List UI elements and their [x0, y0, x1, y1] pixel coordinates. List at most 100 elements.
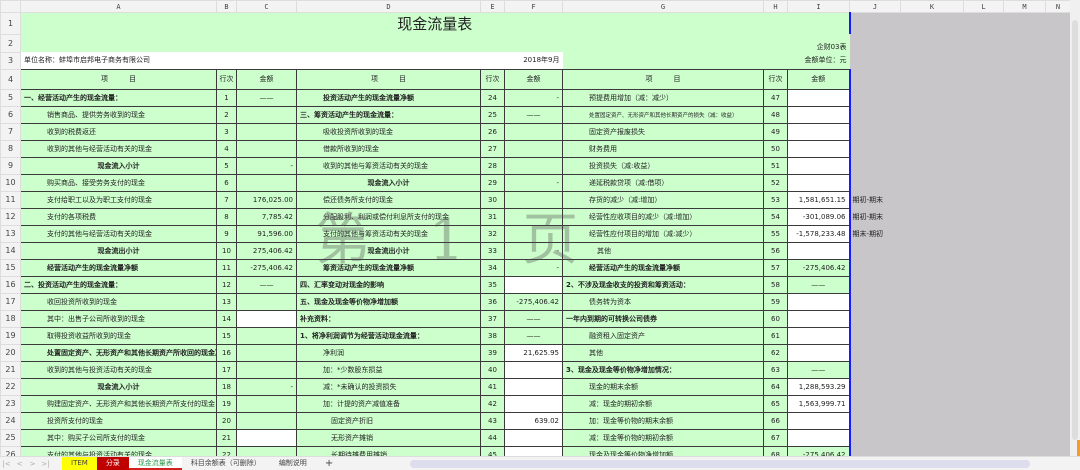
line-number[interactable]: 10 [216, 241, 237, 260]
amount-cell[interactable]: -275,406.42 [787, 258, 851, 277]
line-number[interactable]: 33 [480, 241, 505, 260]
item-label[interactable]: 现金的期末余额 [562, 377, 764, 396]
line-number[interactable]: 61 [763, 326, 788, 345]
cell[interactable] [900, 140, 1070, 157]
note-cell[interactable] [849, 259, 901, 276]
column-header[interactable]: F [504, 0, 563, 13]
line-number[interactable]: 47 [763, 88, 788, 107]
item-label[interactable]: 现金及现金等价物净增加额 [562, 445, 764, 456]
note-cell[interactable] [849, 276, 901, 293]
amount-cell[interactable] [787, 343, 851, 362]
header-line[interactable]: 行次 [763, 68, 788, 90]
row-header[interactable]: 4 [0, 68, 21, 90]
cell[interactable] [849, 52, 1070, 69]
row-header[interactable]: 22 [0, 377, 21, 396]
line-number[interactable]: 9 [216, 224, 237, 243]
item-label[interactable]: 2、不涉及现金收支的投资和筹资活动： [562, 275, 764, 294]
line-number[interactable]: 20 [216, 411, 237, 430]
first-sheet-icon[interactable]: |< [2, 459, 11, 468]
column-header[interactable]: K [900, 0, 964, 13]
line-number[interactable]: 26 [480, 122, 505, 141]
line-number[interactable]: 45 [480, 445, 505, 456]
row-header[interactable]: 12 [0, 207, 21, 226]
amount-cell[interactable] [787, 428, 851, 447]
item-label[interactable]: 四、汇率变动对现金的影响 [296, 275, 481, 294]
amount-cell[interactable]: - [504, 258, 563, 277]
line-number[interactable]: 67 [763, 428, 788, 447]
line-number[interactable]: 54 [763, 207, 788, 226]
item-label[interactable]: 其他 [562, 343, 764, 362]
amount-cell[interactable]: 1,288,593.29 [787, 377, 851, 396]
last-sheet-icon[interactable]: >| [41, 459, 50, 468]
note-cell[interactable] [849, 89, 901, 106]
item-label[interactable]: 固定资产报废损失 [562, 122, 764, 141]
item-label[interactable]: 存货的减少（减:增加） [562, 190, 764, 209]
amount-cell[interactable]: -301,089.06 [787, 207, 851, 226]
company-name[interactable]: 单位名称：蚌埠市启邦电子商务有限公司 [20, 52, 297, 69]
row-header[interactable]: 23 [0, 394, 21, 413]
line-number[interactable]: 59 [763, 292, 788, 311]
cell[interactable] [900, 361, 1070, 378]
amount-cell[interactable]: - [504, 173, 563, 192]
amount-cell[interactable] [504, 139, 563, 158]
item-label[interactable]: 支付的各项税费 [20, 207, 217, 226]
amount-cell[interactable]: —— [787, 360, 851, 379]
amount-cell[interactable]: —— [504, 309, 563, 328]
note-cell[interactable]: 期末-期初 [849, 225, 901, 242]
row-header[interactable]: 24 [0, 411, 21, 430]
amount-cell[interactable]: - [236, 377, 297, 396]
cell[interactable] [900, 293, 1070, 310]
amount-cell[interactable] [236, 326, 297, 345]
column-header[interactable]: H [763, 0, 788, 13]
column-header[interactable]: L [963, 0, 1004, 13]
item-label[interactable]: 投资损失（减:收益） [562, 156, 764, 175]
sheet-tab[interactable]: 编制说明 [269, 457, 316, 470]
item-label[interactable]: 收到的税费返还 [20, 122, 217, 141]
item-label[interactable]: 支付给职工以及为职工支付的现金 [20, 190, 217, 209]
line-number[interactable]: 13 [216, 292, 237, 311]
cell[interactable] [900, 225, 1070, 242]
line-number[interactable]: 44 [480, 428, 505, 447]
line-number[interactable]: 62 [763, 343, 788, 362]
line-number[interactable]: 17 [216, 360, 237, 379]
line-number[interactable]: 40 [480, 360, 505, 379]
amount-cell[interactable]: —— [504, 326, 563, 345]
amount-cell[interactable]: -275,406.42 [236, 258, 297, 277]
item-label[interactable]: 经营性应收项目的减少（减:增加） [562, 207, 764, 226]
item-label[interactable]: 筹资活动产生的现金流量净额 [296, 258, 481, 277]
line-number[interactable]: 31 [480, 207, 505, 226]
cell[interactable] [900, 446, 1070, 456]
amount-cell[interactable] [787, 411, 851, 430]
cell[interactable] [849, 34, 1070, 52]
item-label[interactable]: 处置固定资产、无形资产和其他长期资产所收回的现金净额 [20, 343, 217, 362]
item-label[interactable]: 1、将净利润调节为经营活动现金流量： [296, 326, 481, 345]
line-number[interactable]: 5 [216, 156, 237, 175]
line-number[interactable]: 27 [480, 139, 505, 158]
line-number[interactable]: 1 [216, 88, 237, 107]
item-label[interactable]: 经营性应付项目的增加（减:减少） [562, 224, 764, 243]
cell[interactable] [900, 276, 1070, 293]
line-number[interactable]: 60 [763, 309, 788, 328]
item-label[interactable]: 补充资料： [296, 309, 481, 328]
line-number[interactable]: 11 [216, 258, 237, 277]
amount-cell[interactable] [787, 122, 851, 141]
amount-cell[interactable]: - [504, 88, 563, 107]
item-label[interactable]: 加：现金等价物的期末余额 [562, 411, 764, 430]
item-label[interactable]: 五、现金及现金等价物净增加额 [296, 292, 481, 311]
note-cell[interactable] [849, 106, 901, 123]
note-cell[interactable] [849, 310, 901, 327]
line-number[interactable]: 14 [216, 309, 237, 328]
row-header[interactable]: 3 [0, 51, 21, 70]
column-header[interactable]: G [562, 0, 764, 13]
amount-cell[interactable] [787, 292, 851, 311]
line-number[interactable]: 38 [480, 326, 505, 345]
line-number[interactable]: 28 [480, 156, 505, 175]
header-item[interactable]: 项 目 [296, 68, 481, 90]
row-header[interactable]: 19 [0, 326, 21, 345]
item-label[interactable]: 融资租入固定资产 [562, 326, 764, 345]
sheet-title[interactable]: 现金流量表 [20, 12, 851, 34]
cell[interactable] [849, 69, 1070, 89]
line-number[interactable]: 35 [480, 275, 505, 294]
report-period[interactable]: 2018年9月 [296, 52, 563, 69]
note-cell[interactable] [849, 378, 901, 395]
